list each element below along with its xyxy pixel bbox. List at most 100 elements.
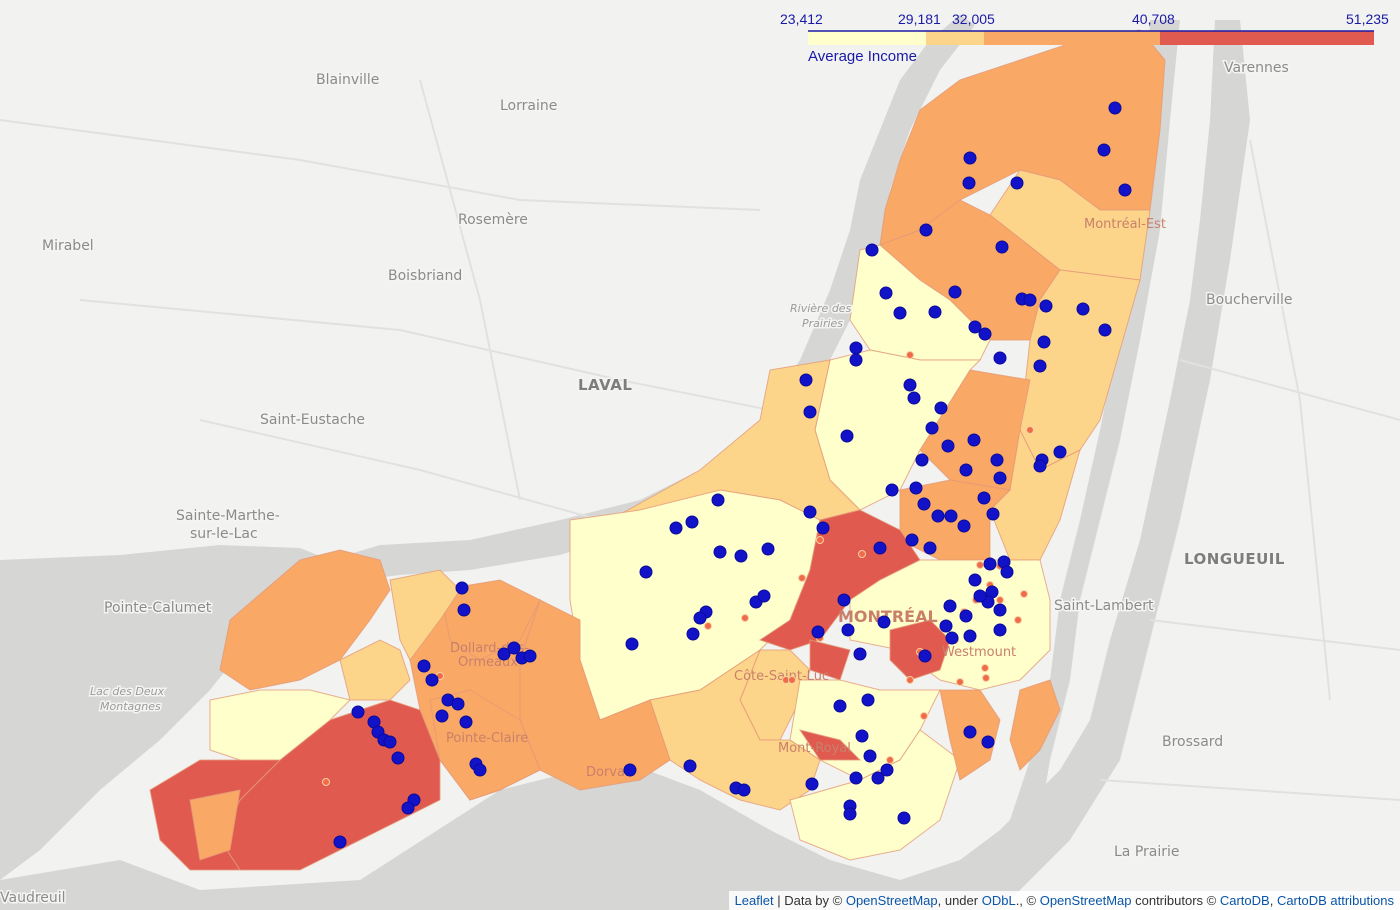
blue-marker[interactable] (669, 521, 683, 535)
blue-marker[interactable] (1010, 176, 1024, 190)
blue-marker[interactable] (977, 491, 991, 505)
blue-marker[interactable] (401, 801, 415, 815)
orange-marker[interactable] (1014, 616, 1022, 624)
cartodb-attr-link[interactable]: CartoDB attributions (1276, 893, 1394, 908)
blue-marker[interactable] (816, 521, 830, 535)
blue-marker[interactable] (713, 545, 727, 559)
blue-marker[interactable] (963, 151, 977, 165)
blue-marker[interactable] (497, 647, 511, 661)
blue-marker[interactable] (928, 305, 942, 319)
blue-marker[interactable] (986, 507, 1000, 521)
blue-marker[interactable] (967, 433, 981, 447)
blue-marker[interactable] (873, 541, 887, 555)
blue-marker[interactable] (948, 285, 962, 299)
blue-marker[interactable] (903, 378, 917, 392)
blue-marker[interactable] (457, 603, 471, 617)
blue-marker[interactable] (978, 327, 992, 341)
blue-marker[interactable] (907, 391, 921, 405)
blue-marker[interactable] (734, 549, 748, 563)
orange-marker[interactable] (1020, 590, 1028, 598)
blue-marker[interactable] (983, 557, 997, 571)
orange-marker[interactable] (906, 351, 914, 359)
blue-marker[interactable] (849, 341, 863, 355)
blue-marker[interactable] (905, 533, 919, 547)
blue-marker[interactable] (623, 763, 637, 777)
blue-marker[interactable] (973, 589, 987, 603)
blue-marker[interactable] (333, 835, 347, 849)
blue-marker[interactable] (917, 497, 931, 511)
blue-marker[interactable] (425, 673, 439, 687)
blue-marker[interactable] (1033, 459, 1047, 473)
blue-marker[interactable] (934, 401, 948, 415)
orange-marker[interactable] (322, 778, 330, 786)
blue-marker[interactable] (968, 320, 982, 334)
blue-marker[interactable] (383, 735, 397, 749)
orange-marker[interactable] (996, 596, 1004, 604)
orange-marker[interactable] (788, 676, 796, 684)
blue-marker[interactable] (931, 509, 945, 523)
blue-marker[interactable] (803, 405, 817, 419)
blue-marker[interactable] (685, 515, 699, 529)
blue-marker[interactable] (1023, 293, 1037, 307)
blue-marker[interactable] (639, 565, 653, 579)
blue-marker[interactable] (915, 453, 929, 467)
blue-marker[interactable] (1097, 143, 1111, 157)
blue-marker[interactable] (943, 599, 957, 613)
blue-marker[interactable] (1039, 299, 1053, 313)
blue-marker[interactable] (993, 623, 1007, 637)
blue-marker[interactable] (849, 353, 863, 367)
blue-marker[interactable] (351, 705, 365, 719)
blue-marker[interactable] (1037, 335, 1051, 349)
orange-marker[interactable] (906, 676, 914, 684)
leaflet-link[interactable]: Leaflet (734, 893, 774, 908)
blue-marker[interactable] (925, 421, 939, 435)
blue-marker[interactable] (1118, 183, 1132, 197)
blue-marker[interactable] (963, 629, 977, 643)
blue-marker[interactable] (737, 783, 751, 797)
blue-marker[interactable] (761, 542, 775, 556)
blue-marker[interactable] (893, 306, 907, 320)
blue-marker[interactable] (855, 729, 869, 743)
blue-marker[interactable] (871, 771, 885, 785)
blue-marker[interactable] (918, 649, 932, 663)
blue-marker[interactable] (897, 811, 911, 825)
blue-marker[interactable] (805, 777, 819, 791)
blue-marker[interactable] (993, 603, 1007, 617)
blue-marker[interactable] (683, 759, 697, 773)
blue-marker[interactable] (959, 463, 973, 477)
blue-marker[interactable] (885, 483, 899, 497)
blue-marker[interactable] (959, 609, 973, 623)
blue-marker[interactable] (923, 541, 937, 555)
orange-marker[interactable] (1026, 426, 1034, 434)
blue-marker[interactable] (1098, 323, 1112, 337)
blue-marker[interactable] (957, 519, 971, 533)
blue-marker[interactable] (799, 373, 813, 387)
orange-marker[interactable] (981, 664, 989, 672)
blue-marker[interactable] (693, 611, 707, 625)
osm-link[interactable]: OpenStreetMap (845, 893, 938, 908)
orange-marker[interactable] (816, 536, 824, 544)
blue-marker[interactable] (1033, 359, 1047, 373)
blue-marker[interactable] (981, 735, 995, 749)
blue-marker[interactable] (865, 243, 879, 257)
blue-marker[interactable] (391, 751, 405, 765)
blue-marker[interactable] (939, 619, 953, 633)
blue-marker[interactable] (993, 471, 1007, 485)
orange-marker[interactable] (858, 550, 866, 558)
orange-marker[interactable] (976, 561, 984, 569)
blue-marker[interactable] (990, 453, 1004, 467)
blue-marker[interactable] (507, 641, 521, 655)
orange-marker[interactable] (956, 678, 964, 686)
blue-marker[interactable] (963, 725, 977, 739)
blue-marker[interactable] (968, 573, 982, 587)
blue-marker[interactable] (451, 697, 465, 711)
blue-marker[interactable] (523, 649, 537, 663)
blue-marker[interactable] (1053, 445, 1067, 459)
blue-marker[interactable] (843, 807, 857, 821)
blue-marker[interactable] (853, 647, 867, 661)
orange-marker[interactable] (982, 674, 990, 682)
blue-marker[interactable] (993, 351, 1007, 365)
blue-marker[interactable] (879, 286, 893, 300)
blue-marker[interactable] (1000, 565, 1014, 579)
